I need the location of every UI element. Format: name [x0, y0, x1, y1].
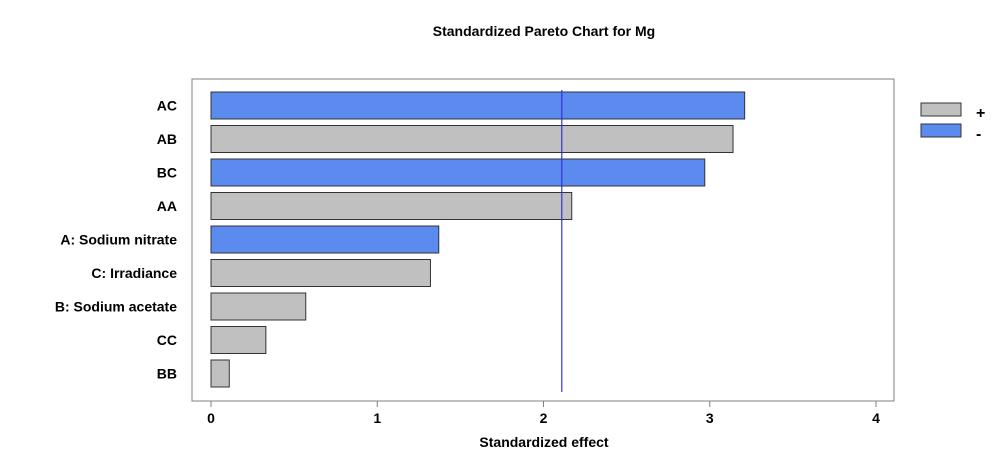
category-label: BB: [157, 366, 177, 382]
x-tick-label: 3: [706, 410, 714, 426]
category-label: CC: [157, 332, 177, 348]
category-label: AC: [157, 98, 177, 114]
legend-swatch-positive: [920, 102, 962, 117]
category-label: A: Sodium nitrate: [60, 232, 177, 248]
bar: [210, 225, 440, 254]
bar: [210, 91, 746, 120]
legend-label-negative: -: [976, 126, 981, 143]
legend: + -: [920, 102, 985, 143]
x-axis-label: Standardized effect: [479, 434, 608, 450]
bar: [210, 292, 307, 321]
bar: [210, 192, 573, 220]
category-label: C: Irradiance: [91, 265, 177, 281]
x-tick-label: 4: [872, 410, 880, 426]
chart-title: Standardized Pareto Chart for Mg: [433, 23, 655, 39]
x-tick-label: 1: [373, 410, 381, 426]
bars-layer: [210, 91, 746, 388]
category-labels: AC AB BC AA A: Sodium nitrate C: Irradiance B:…: [55, 98, 177, 382]
x-axis: 0 1 2 3 4: [207, 401, 880, 426]
legend-swatch-negative: [920, 123, 962, 138]
bar: [210, 125, 734, 153]
category-label: AB: [157, 131, 177, 147]
bar: [210, 259, 431, 287]
category-label: BC: [157, 165, 177, 181]
x-tick-label: 2: [540, 410, 548, 426]
bar: [210, 359, 230, 388]
bar: [210, 326, 267, 354]
category-label: AA: [157, 198, 177, 214]
bar: [210, 158, 706, 187]
category-label: B: Sodium acetate: [55, 299, 177, 315]
x-tick-label: 0: [207, 410, 215, 426]
legend-label-positive: +: [976, 105, 985, 122]
